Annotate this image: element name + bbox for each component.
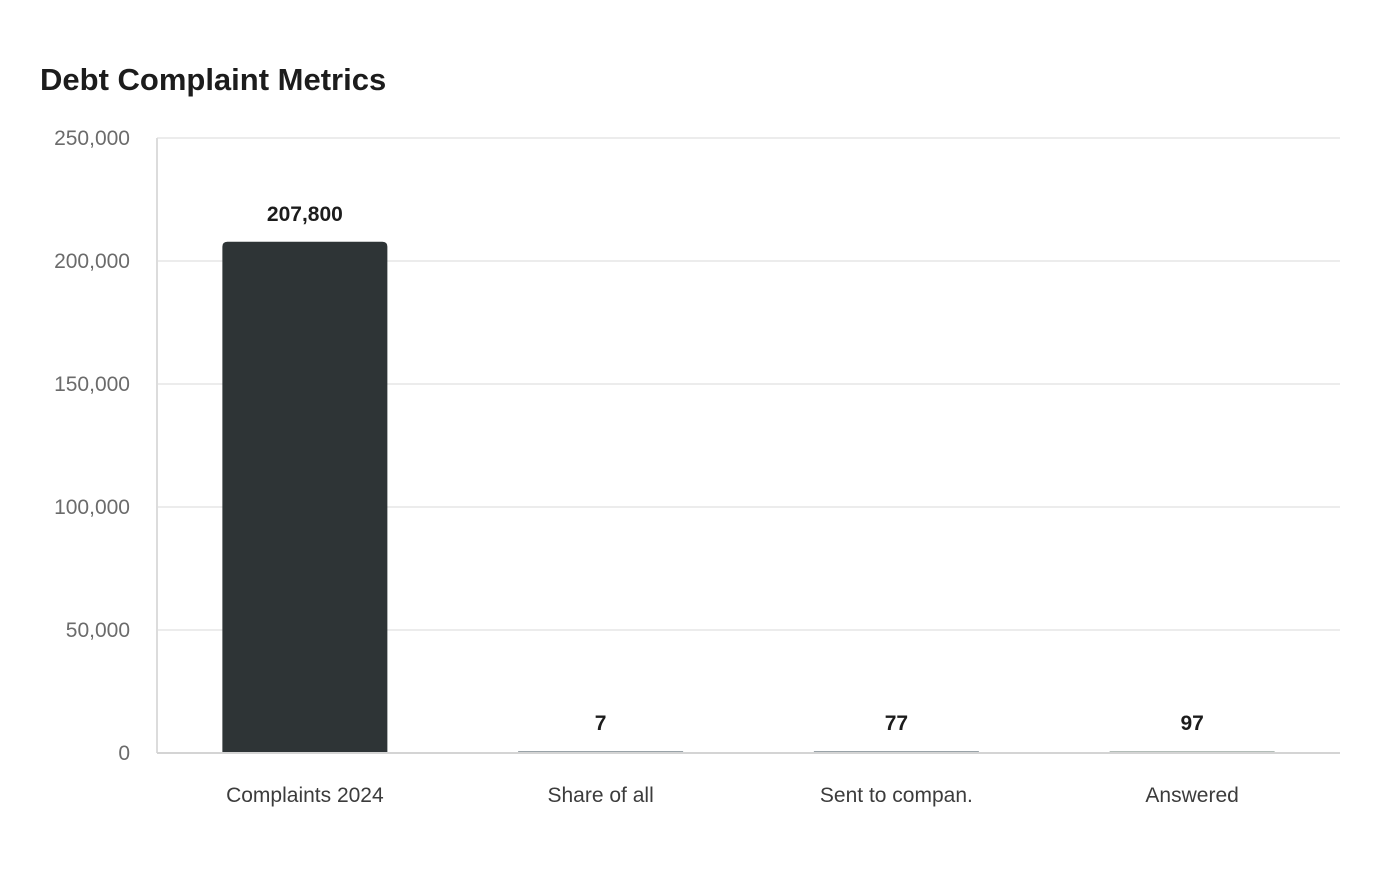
- x-category-label: Complaints 2024: [226, 784, 384, 807]
- y-tick-label: 0: [118, 742, 130, 765]
- label-layer: 207,800 Complaints 2024 7 Share of all 77 Sen…: [226, 203, 1239, 807]
- x-category-label: Share of all: [548, 784, 654, 807]
- y-tick-label: 250,000: [54, 127, 130, 150]
- y-tick-label: 150,000: [54, 373, 130, 396]
- chart-title: Debt Complaint Metrics: [40, 62, 387, 97]
- y-tick-label: 100,000: [54, 496, 130, 519]
- bar-value-label: 77: [885, 712, 908, 735]
- y-tick-label: 200,000: [54, 250, 130, 273]
- x-category-label: Answered: [1145, 784, 1238, 807]
- axis-layer: 0 50,000 100,000 150,000 200,000 250,000: [54, 127, 1340, 765]
- bar-layer: [222, 241, 1275, 753]
- bar: [222, 241, 388, 753]
- y-tick-label: 50,000: [66, 619, 130, 642]
- x-category-label: Sent to compan.: [820, 784, 973, 807]
- bar-value-label: 97: [1180, 712, 1203, 735]
- bar-value-label: 7: [595, 712, 607, 735]
- bar-value-label: 207,800: [267, 203, 343, 226]
